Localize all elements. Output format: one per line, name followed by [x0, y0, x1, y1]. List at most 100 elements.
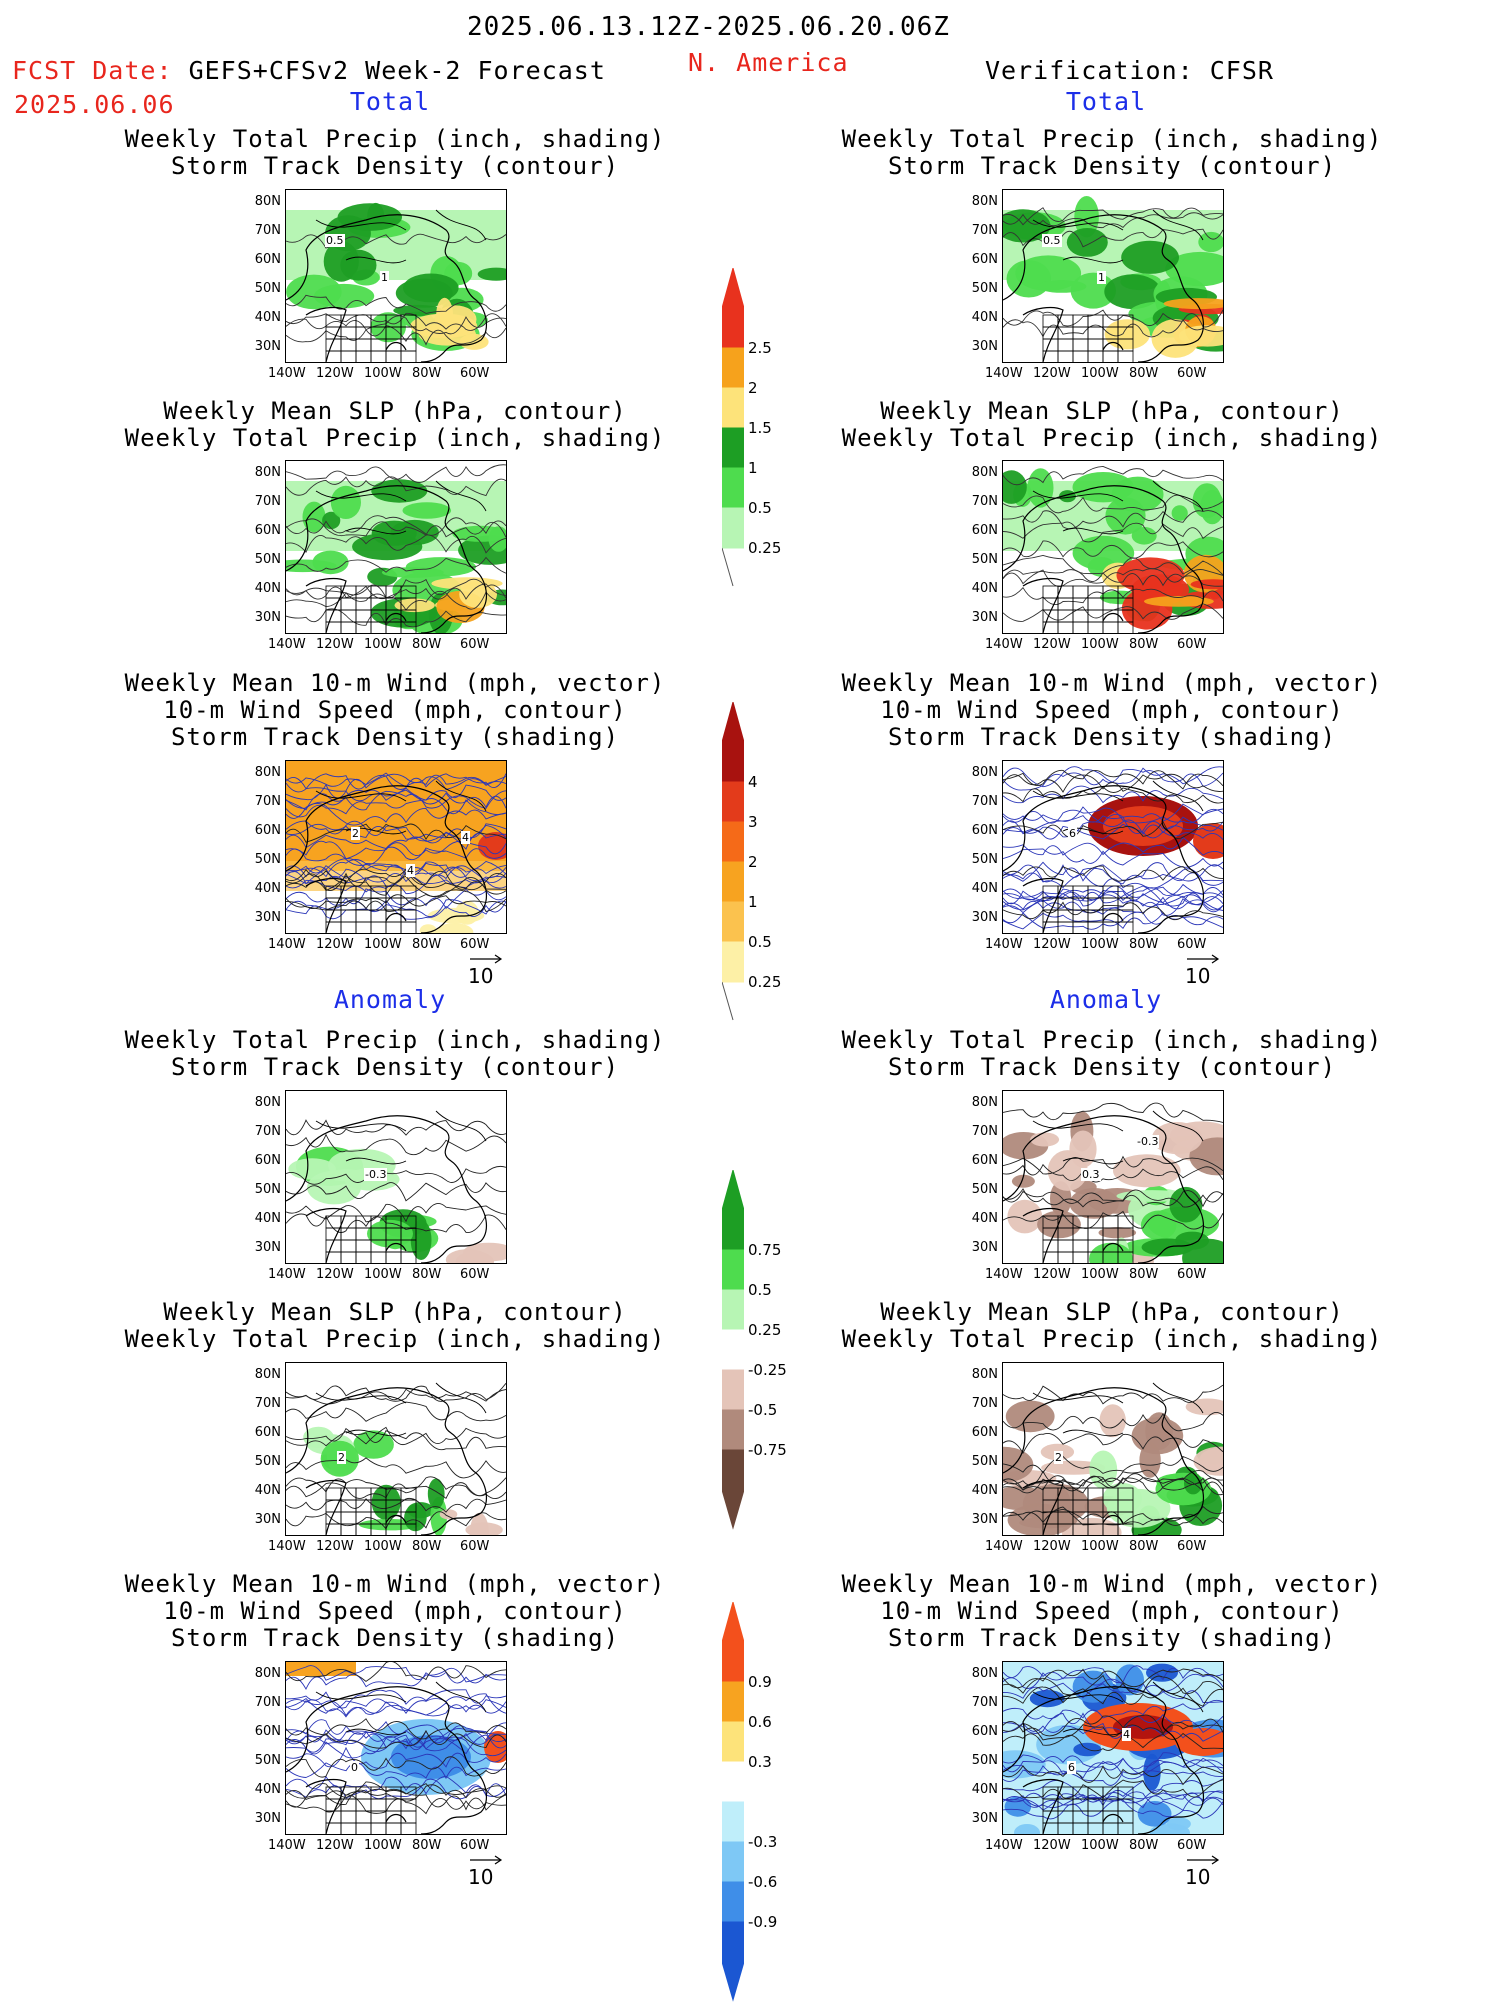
lat-tick-label: 50N	[254, 852, 281, 867]
panel-title-line: Storm Track Density (shading)	[170, 1624, 620, 1652]
vector-reference-arrow	[1187, 954, 1220, 964]
lon-tick-label: 80W	[412, 1539, 442, 1554]
lat-tick-label: 80N	[971, 765, 998, 780]
contour-label: 0	[350, 1761, 359, 1774]
lat-tick-label: 40N	[254, 581, 281, 596]
lat-tick-label: 40N	[254, 310, 281, 325]
panel-title-line: Storm Track Density (contour)	[887, 152, 1337, 180]
panel-title-fcst-5: Weekly Mean 10-m Wind (mph, vector) 10-m …	[95, 1571, 695, 1652]
lat-tick-label: 80N	[971, 194, 998, 209]
lon-tick-label: 140W	[268, 937, 306, 952]
contour-label: 0.5	[325, 234, 345, 247]
colorbar-label: 1	[748, 893, 758, 911]
lat-tick-label: 30N	[254, 610, 281, 625]
panel-title-line: Weekly Mean 10-m Wind (mph, vector)	[124, 669, 666, 697]
map-graphic	[286, 464, 506, 633]
lat-tick-label: 70N	[254, 1695, 281, 1710]
colorbar-graphic	[722, 702, 744, 1021]
lon-tick-label: 60W	[1177, 937, 1207, 952]
panel-title-line: Weekly Mean 10-m Wind (mph, vector)	[841, 669, 1383, 697]
lat-tick-label: 70N	[971, 1396, 998, 1411]
lat-tick-label: 80N	[971, 1367, 998, 1382]
lat-tick-label: 80N	[254, 1095, 281, 1110]
lon-tick-label: 80W	[1129, 637, 1159, 652]
lon-tick-label: 100W	[364, 1539, 402, 1554]
map-panel-cfsr-1	[1002, 460, 1224, 634]
lon-tick-label: 100W	[1081, 1267, 1119, 1282]
lat-tick-label: 40N	[254, 1211, 281, 1226]
colorbar-label: 0.9	[748, 1673, 772, 1691]
colorbar-label: 0.3	[748, 1753, 772, 1771]
map-panel-cfsr-4	[1002, 1362, 1224, 1536]
lon-tick-label: 100W	[1081, 637, 1119, 652]
lon-tick-label: 120W	[1033, 366, 1071, 381]
lat-tick-label: 30N	[254, 910, 281, 925]
lat-tick-label: 50N	[254, 1182, 281, 1197]
lat-tick-label: 50N	[254, 281, 281, 296]
vector-reference-arrow	[470, 1855, 503, 1865]
lon-tick-label: 100W	[364, 637, 402, 652]
lat-tick-label: 50N	[971, 1454, 998, 1469]
section-total-left: Total	[349, 87, 431, 116]
lon-tick-label: 80W	[1129, 937, 1159, 952]
lon-tick-label: 80W	[412, 1267, 442, 1282]
panel-title-cfsr-0: Weekly Total Precip (inch, shading) Storm…	[812, 126, 1412, 180]
panel-title-line: Weekly Total Precip (inch, shading)	[124, 125, 666, 153]
lat-tick-label: 70N	[971, 223, 998, 238]
lat-tick-label: 50N	[971, 852, 998, 867]
colorbar-label: 0.5	[748, 933, 772, 951]
panel-title-line: Weekly Total Precip (inch, shading)	[124, 1325, 666, 1353]
lat-tick-label: 70N	[971, 1124, 998, 1139]
vector-reference-value: 10	[1185, 964, 1211, 988]
panel-title-line: Weekly Total Precip (inch, shading)	[124, 1026, 666, 1054]
panel-title-line: Storm Track Density (contour)	[170, 152, 620, 180]
panel-title-line: Weekly Total Precip (inch, shading)	[841, 424, 1383, 452]
panel-title-cfsr-5: Weekly Mean 10-m Wind (mph, vector) 10-m …	[812, 1571, 1412, 1652]
lat-tick-label: 80N	[254, 1367, 281, 1382]
panel-title-line: 10-m Wind Speed (mph, contour)	[880, 696, 1344, 724]
vector-reference: 10	[1185, 954, 1221, 988]
contour-label: 2	[1054, 1451, 1063, 1464]
colorbar-graphic	[722, 1170, 744, 1530]
lon-tick-label: 60W	[1177, 1838, 1207, 1853]
fcst-model: GEFS+CFSv2 Week-2 Forecast	[188, 56, 606, 85]
colorbar-label: 1.5	[748, 419, 772, 437]
contour-label: -0.3	[1136, 1135, 1160, 1148]
lat-tick-label: 50N	[971, 1753, 998, 1768]
map-panel-fcst-2	[285, 760, 507, 934]
colorbar-label: -0.6	[748, 1873, 778, 1891]
panel-title-line: Storm Track Density (shading)	[887, 1624, 1337, 1652]
lat-tick-label: 40N	[971, 581, 998, 596]
vector-reference: 10	[468, 1855, 504, 1889]
lon-tick-label: 140W	[268, 1838, 306, 1853]
lon-tick-label: 140W	[985, 1539, 1023, 1554]
colorbar-graphic	[722, 268, 744, 587]
lat-tick-label: 70N	[254, 1396, 281, 1411]
lon-tick-label: 120W	[1033, 1539, 1071, 1554]
lon-tick-label: 60W	[460, 1267, 490, 1282]
panel-title-line: Weekly Total Precip (inch, shading)	[841, 1026, 1383, 1054]
lat-tick-label: 40N	[971, 310, 998, 325]
contour-label: 1	[1097, 271, 1106, 284]
lat-tick-label: 30N	[254, 1811, 281, 1826]
lon-tick-label: 60W	[1177, 366, 1207, 381]
lon-tick-label: 140W	[268, 1539, 306, 1554]
panel-title-line: Weekly Mean 10-m Wind (mph, vector)	[124, 1570, 666, 1598]
lon-tick-label: 100W	[1081, 1539, 1119, 1554]
panel-title-line: 10-m Wind Speed (mph, contour)	[880, 1597, 1344, 1625]
lat-tick-label: 70N	[254, 494, 281, 509]
lon-tick-label: 60W	[460, 1539, 490, 1554]
colorbar-label: 2	[748, 379, 758, 397]
panel-title-line: Weekly Mean SLP (hPa, contour)	[163, 1298, 627, 1326]
map-graphic	[1003, 465, 1223, 633]
fcst-date: 2025.06.06	[14, 90, 175, 119]
colorbar-label: 0.6	[748, 1713, 772, 1731]
lat-tick-label: 80N	[254, 1666, 281, 1681]
lon-tick-label: 100W	[1081, 937, 1119, 952]
map-graphic	[1003, 1662, 1223, 1834]
vector-reference: 10	[1185, 1855, 1221, 1889]
map-panel-fcst-5	[285, 1661, 507, 1835]
lat-tick-label: 60N	[971, 252, 998, 267]
panel-title-cfsr-1: Weekly Mean SLP (hPa, contour) Weekly Tot…	[812, 398, 1412, 452]
map-panel-fcst-1	[285, 460, 507, 634]
